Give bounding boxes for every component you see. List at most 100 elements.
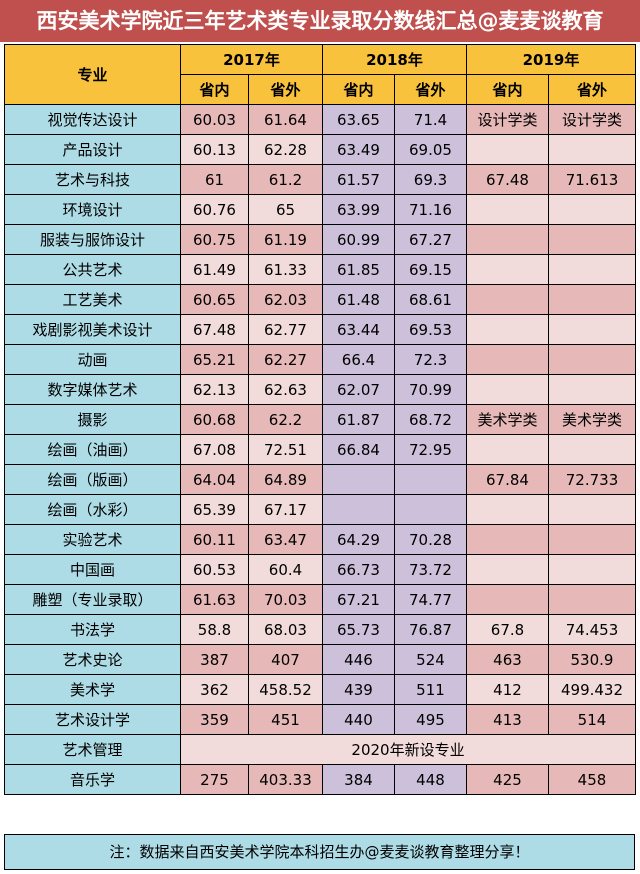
score-2018-out: 67.27 [394,224,467,255]
score-2019-out [548,284,636,315]
score-2019-in: 412 [466,674,549,705]
score-2017-in: 60.75 [180,224,249,255]
score-2019-out [548,194,636,225]
score-2017-in: 60.65 [180,284,249,315]
score-2019-out: 514 [548,704,636,735]
score-2018-out: 76.87 [394,614,467,645]
major-name: 艺术与科技 [4,164,181,195]
major-name: 书法学 [4,614,181,645]
score-2018-out: 69.53 [394,314,467,345]
score-2018-out: 72.3 [394,344,467,375]
table-row: 服装与服饰设计 60.75 61.19 60.99 67.27 [4,224,636,255]
major-name: 公共艺术 [4,254,181,285]
score-2018-in: 439 [322,674,395,705]
score-table: 专业 2017年 2018年 2019年 省内 省外 省内 省外 省内 省外 视… [4,44,636,795]
score-2018-in: 63.44 [322,314,395,345]
score-2017-out: 63.47 [248,524,323,555]
table-row: 艺术设计学 359 451 440 495 413 514 [4,704,636,735]
score-2017-in: 61 [180,164,249,195]
score-2017-out: 70.03 [248,584,323,615]
score-2017-out: 60.4 [248,554,323,585]
score-2017-out: 65 [248,194,323,225]
score-2017-in: 60.13 [180,134,249,165]
major-name: 工艺美术 [4,284,181,315]
score-2018-out: 70.99 [394,374,467,405]
score-2019-out [548,224,636,255]
score-2018-in: 61.57 [322,164,395,195]
major-name: 雕塑（专业录取） [4,584,181,615]
table-row: 书法学 58.8 68.03 65.73 76.87 67.8 74.453 [4,614,636,645]
score-2018-in: 66.73 [322,554,395,585]
header-row-regions: 省内 省外 省内 省外 省内 省外 [5,74,636,105]
score-2019-out [548,134,636,165]
table-row: 戏剧影视美术设计 67.48 62.77 63.44 69.53 [4,314,636,345]
score-2018-in: 62.07 [322,374,395,405]
score-2018-in: 65.73 [322,614,395,645]
score-2017-in: 60.53 [180,554,249,585]
major-name: 绘画（版画） [4,464,181,495]
score-2017-in: 67.48 [180,314,249,345]
score-2017-in: 60.03 [180,104,249,135]
header-out: 省外 [248,74,323,105]
new-major-note: 2020年新设专业 [180,734,636,765]
score-2018-in: 63.65 [322,104,395,135]
score-2017-in: 359 [180,704,249,735]
score-2018-in: 61.87 [322,404,395,435]
score-2018-out: 72.95 [394,434,467,465]
table-row: 雕塑（专业录取） 61.63 70.03 67.21 74.77 [4,584,636,615]
score-2017-out: 61.19 [248,224,323,255]
table-row: 视觉传达设计 60.03 61.64 63.65 71.4 设计学类 设计学类 [4,104,636,135]
score-2018-out: 495 [394,704,467,735]
major-name: 环境设计 [4,194,181,225]
score-2018-in [322,494,395,525]
score-2019-in [466,494,549,525]
score-2019-in [466,284,549,315]
score-2017-out: 62.63 [248,374,323,405]
table-row: 产品设计 60.13 62.28 63.49 69.05 [4,134,636,165]
score-2019-in: 设计学类 [466,104,549,135]
score-2017-out: 451 [248,704,323,735]
score-2017-in: 61.49 [180,254,249,285]
table-row: 绘画（版画） 64.04 64.89 67.84 72.733 [4,464,636,495]
header-row-years: 专业 2017年 2018年 2019年 [4,44,636,105]
header-out: 省外 [394,74,467,105]
major-name: 实验艺术 [4,524,181,555]
header-major: 专业 [4,44,181,105]
score-2019-in [466,584,549,615]
score-2019-out: 530.9 [548,644,636,675]
score-2017-out: 62.2 [248,404,323,435]
score-2017-in: 60.76 [180,194,249,225]
score-2018-out: 68.61 [394,284,467,315]
score-2017-out: 61.33 [248,254,323,285]
score-2019-in: 美术学类 [466,404,549,435]
header-in: 省内 [466,74,549,105]
score-2018-in: 66.84 [322,434,395,465]
score-2019-out [548,434,636,465]
major-name: 艺术管理 [4,734,181,765]
score-2017-in: 62.13 [180,374,249,405]
score-2018-in: 61.85 [322,254,395,285]
score-2019-in [466,554,549,585]
score-2017-out: 62.77 [248,314,323,345]
major-name: 绘画（油画） [4,434,181,465]
score-2019-out: 71.613 [548,164,636,195]
score-2018-in: 66.4 [322,344,395,375]
score-2019-in [466,224,549,255]
table-row: 美术学 362 458.52 439 511 412 499.432 [4,674,636,705]
score-2018-out [394,464,467,495]
score-2018-out: 524 [394,644,467,675]
score-2019-in [466,194,549,225]
score-2018-out: 69.05 [394,134,467,165]
major-name: 服装与服饰设计 [4,224,181,255]
score-2018-out [394,494,467,525]
score-2017-out: 62.27 [248,344,323,375]
score-2019-out [548,374,636,405]
table-row: 摄影 60.68 62.2 61.87 68.72 美术学类 美术学类 [4,404,636,435]
table-row: 工艺美术 60.65 62.03 61.48 68.61 [4,284,636,315]
score-2019-in [466,434,549,465]
major-name: 艺术设计学 [4,704,181,735]
score-2019-out [548,584,636,615]
score-2017-out: 458.52 [248,674,323,705]
score-2019-out: 74.453 [548,614,636,645]
